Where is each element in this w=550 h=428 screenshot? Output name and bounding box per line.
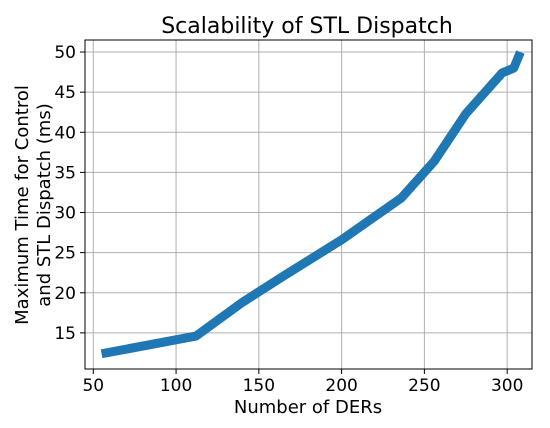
y-tick-label: 25 bbox=[54, 244, 76, 264]
x-tick-label: 250 bbox=[408, 376, 440, 396]
series-line bbox=[100, 50, 525, 359]
x-tick-label: 150 bbox=[243, 376, 275, 396]
y-tick-label: 30 bbox=[54, 204, 76, 224]
grid-lines bbox=[85, 40, 532, 369]
y-axis-label-line-1: Maximum Time for Control bbox=[12, 85, 33, 325]
x-tick-label: 300 bbox=[491, 376, 523, 396]
y-tick-label: 45 bbox=[54, 83, 76, 103]
x-tick-label: 100 bbox=[160, 376, 192, 396]
y-axis-label: Maximum Time for Control and STL Dispatc… bbox=[12, 85, 55, 325]
y-tick-label: 50 bbox=[54, 43, 76, 63]
y-tick-label: 15 bbox=[54, 324, 76, 344]
data-series bbox=[100, 50, 525, 359]
x-tick-label: 200 bbox=[325, 376, 357, 396]
y-tick-label: 20 bbox=[54, 284, 76, 304]
chart-title: Scalability of STL Dispatch bbox=[161, 14, 453, 39]
x-tick-label: 50 bbox=[82, 376, 104, 396]
y-axis-label-line-2: and STL Dispatch (ms) bbox=[34, 103, 55, 307]
x-axis-label: Number of DERs bbox=[234, 397, 382, 418]
plot-frame bbox=[84, 39, 533, 370]
y-tick-label: 35 bbox=[54, 163, 76, 183]
axis-ticks: 50 100 150 200 250 300 15 20 25 30 35 40 45 50 bbox=[54, 43, 523, 396]
y-tick-label: 40 bbox=[54, 123, 76, 143]
